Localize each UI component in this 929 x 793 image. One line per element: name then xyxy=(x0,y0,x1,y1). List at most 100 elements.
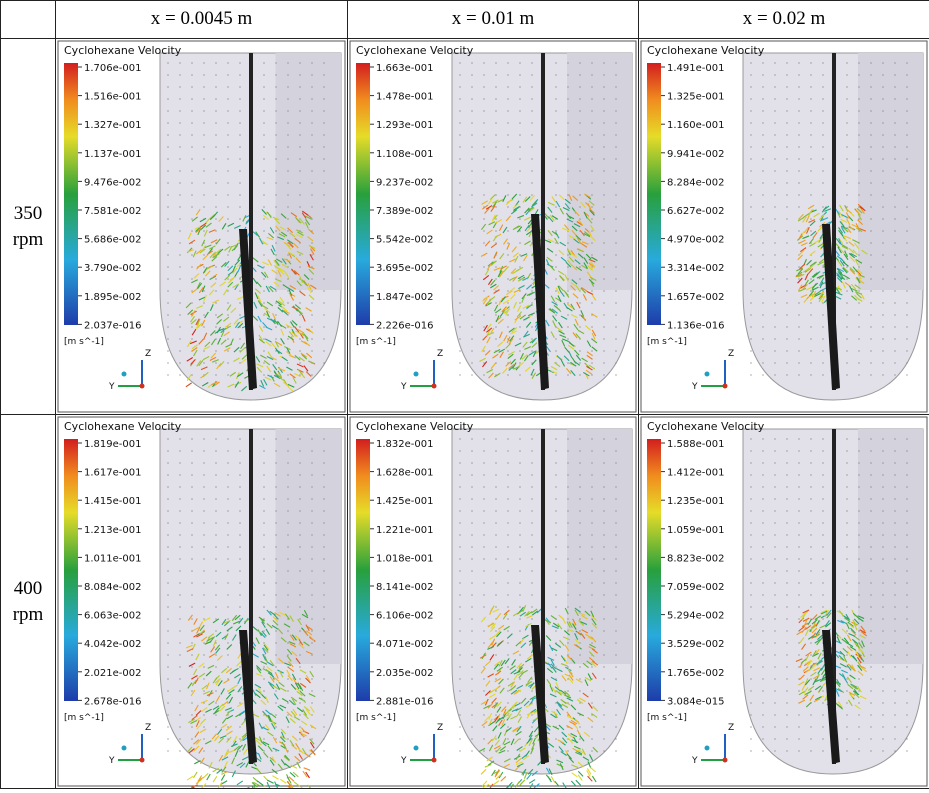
grid-dot xyxy=(179,690,180,691)
row-header-text: 400 xyxy=(1,576,55,602)
grid-dot xyxy=(191,702,192,703)
grid-dot xyxy=(227,194,228,195)
grid-dot xyxy=(287,450,288,451)
grid-dot xyxy=(227,498,228,499)
grid-dot xyxy=(579,146,580,147)
grid-dot xyxy=(287,374,288,375)
axis-label-y: Y xyxy=(108,756,115,766)
grid-dot xyxy=(507,594,508,595)
grid-dot xyxy=(263,182,264,183)
grid-dot xyxy=(323,266,324,267)
grid-dot xyxy=(786,702,787,703)
grid-dot xyxy=(774,690,775,691)
grid-dot xyxy=(846,690,847,691)
grid-dot xyxy=(555,486,556,487)
grid-dot xyxy=(555,570,556,571)
grid-dot xyxy=(762,630,763,631)
grid-dot xyxy=(774,618,775,619)
grid-dot xyxy=(215,462,216,463)
grid-dot xyxy=(179,62,180,63)
grid-dot xyxy=(507,350,508,351)
grid-dot xyxy=(275,690,276,691)
grid-dot xyxy=(906,206,907,207)
grid-dot xyxy=(471,522,472,523)
grid-dot xyxy=(239,338,240,339)
grid-dot xyxy=(531,510,532,511)
grid-dot xyxy=(846,726,847,727)
grid-dot xyxy=(810,582,811,583)
grid-dot xyxy=(263,326,264,327)
grid-dot xyxy=(882,738,883,739)
grid-dot xyxy=(167,666,168,667)
axis-x xyxy=(140,758,145,763)
grid-dot xyxy=(215,266,216,267)
grid-dot xyxy=(894,302,895,303)
grid-dot xyxy=(483,98,484,99)
grid-dot xyxy=(798,170,799,171)
grid-dot xyxy=(762,690,763,691)
grid-dot xyxy=(483,666,484,667)
grid-dot xyxy=(603,62,604,63)
grid-dot xyxy=(459,606,460,607)
grid-dot xyxy=(227,534,228,535)
grid-dot xyxy=(579,302,580,303)
grid-dot xyxy=(311,206,312,207)
grid-dot xyxy=(203,170,204,171)
grid-dot xyxy=(191,338,192,339)
grid-dot xyxy=(471,242,472,243)
grid-dot xyxy=(287,570,288,571)
grid-dot xyxy=(507,750,508,751)
grid-dot xyxy=(483,714,484,715)
grid-dot xyxy=(786,690,787,691)
grid-dot xyxy=(846,534,847,535)
grid-dot xyxy=(483,546,484,547)
grid-dot xyxy=(323,350,324,351)
grid-dot xyxy=(906,218,907,219)
grid-dot xyxy=(275,170,276,171)
grid-dot xyxy=(471,218,472,219)
grid-dot xyxy=(798,474,799,475)
grid-dot xyxy=(263,110,264,111)
grid-dot xyxy=(603,630,604,631)
grid-dot xyxy=(227,546,228,547)
grid-dot xyxy=(459,438,460,439)
grid-dot xyxy=(858,582,859,583)
grid-dot xyxy=(287,74,288,75)
grid-dot xyxy=(215,218,216,219)
grid-dot xyxy=(239,522,240,523)
grid-dot xyxy=(798,450,799,451)
grid-dot xyxy=(906,194,907,195)
grid-dot xyxy=(495,218,496,219)
grid-dot xyxy=(227,206,228,207)
grid-dot xyxy=(555,302,556,303)
grid-dot xyxy=(555,266,556,267)
grid-dot xyxy=(519,606,520,607)
page: x = 0.0045 mx = 0.01 mx = 0.02 m350rpm C… xyxy=(0,0,929,788)
colorbar xyxy=(64,63,78,325)
grid-dot xyxy=(603,74,604,75)
grid-dot xyxy=(894,206,895,207)
grid-dot xyxy=(555,74,556,75)
grid-dot xyxy=(894,134,895,135)
grid-dot xyxy=(287,714,288,715)
grid-dot xyxy=(179,74,180,75)
grid-dot xyxy=(179,338,180,339)
grid-dot xyxy=(215,690,216,691)
grid-dot xyxy=(495,206,496,207)
grid-dot xyxy=(471,462,472,463)
grid-dot xyxy=(227,74,228,75)
grid-dot xyxy=(311,486,312,487)
grid-dot xyxy=(215,326,216,327)
grid-dot xyxy=(870,654,871,655)
grid-dot xyxy=(798,182,799,183)
grid-dot xyxy=(870,558,871,559)
grid-dot xyxy=(762,486,763,487)
grid-dot xyxy=(179,570,180,571)
grid-dot xyxy=(179,134,180,135)
grid-dot xyxy=(858,474,859,475)
grid-dot xyxy=(299,134,300,135)
grid-dot xyxy=(275,254,276,255)
grid-dot xyxy=(495,534,496,535)
grid-dot xyxy=(227,678,228,679)
grid-dot xyxy=(191,462,192,463)
